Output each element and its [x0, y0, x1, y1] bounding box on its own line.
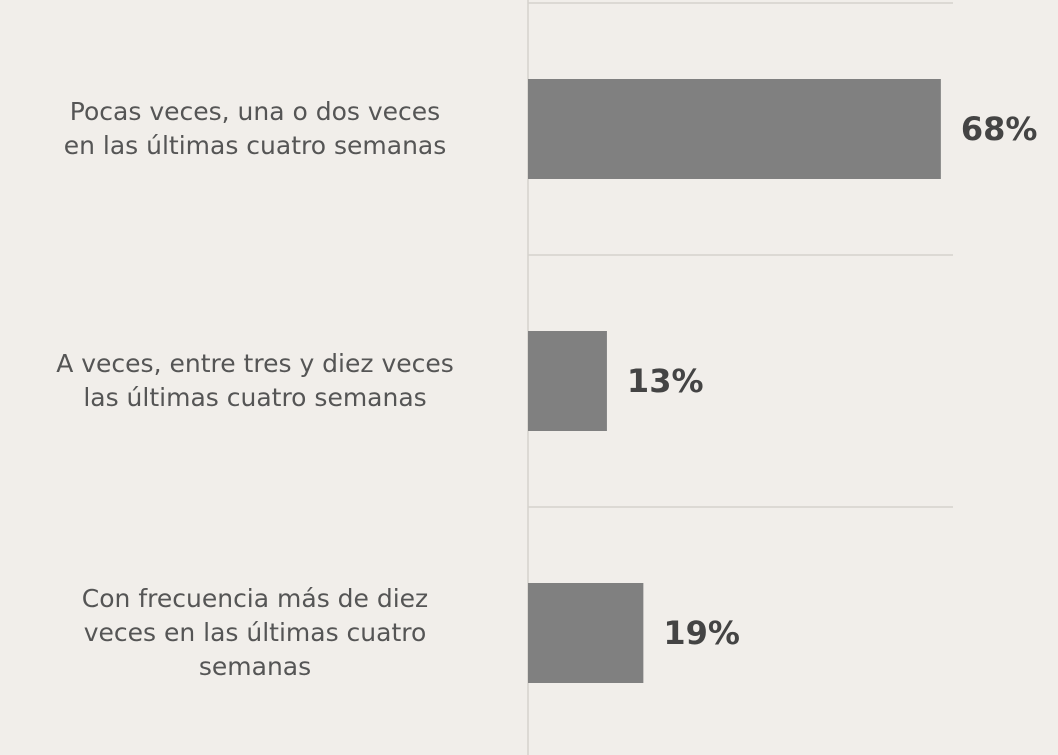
bar	[528, 331, 607, 431]
category-label: Pocas veces, una o dos veces en las últi…	[63, 97, 447, 160]
category-label: A veces, entre tres y diez veces las últ…	[56, 349, 454, 412]
category-label: Con frecuencia más de diez veces en las …	[81, 584, 429, 681]
bar	[528, 583, 644, 683]
value-label: 19%	[663, 614, 740, 652]
value-label: 13%	[626, 362, 704, 400]
value-label: 68%	[960, 110, 1038, 148]
bar	[528, 79, 941, 179]
